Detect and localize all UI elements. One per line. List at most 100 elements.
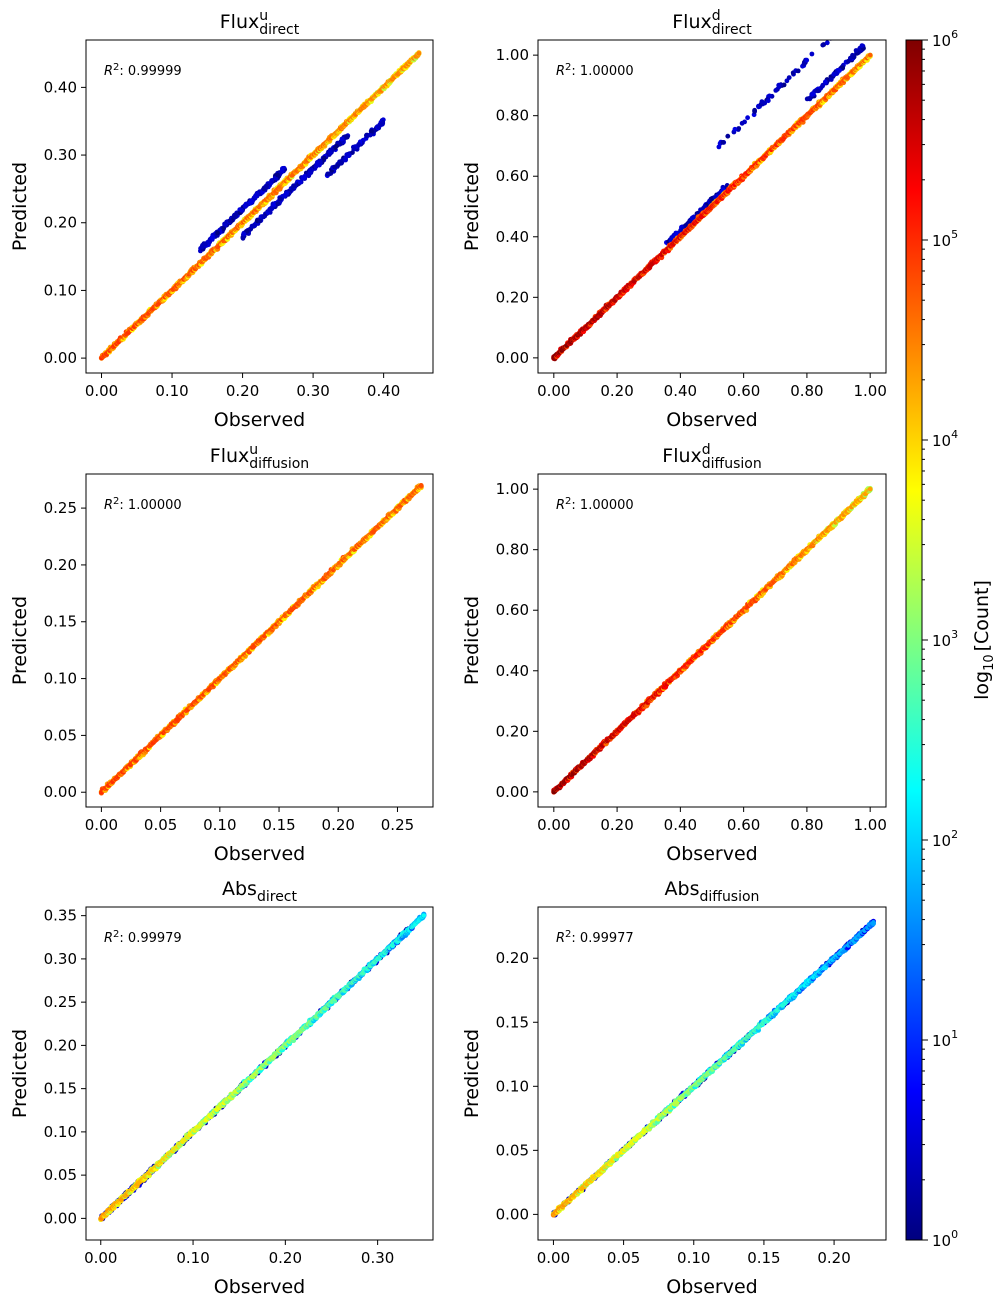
axes-frame [537,39,887,374]
subplot-title: Fluxu direct [220,8,300,38]
outlier-point [716,144,722,150]
x-axis-label: Observed [214,409,305,431]
x-tick-label: 0.30 [296,382,329,400]
outlier-point [739,120,745,126]
subplot-title: Fluxu diffusion [210,442,309,472]
x-tick-label: 1.00 [853,816,886,834]
outlier-point [275,172,280,178]
outlier-point [809,51,815,57]
outlier-point [210,234,216,240]
outlier-point [332,164,338,170]
outlier-point [835,30,840,35]
subplot-4: 0.00 0.10 0.20 0.300.000.050.100.150.200.25… [9,878,434,1298]
y-tick-label: 0.30 [44,146,77,164]
outlier-point [369,128,374,134]
x-tick-label: 0.80 [790,382,823,400]
outlier-point [837,68,842,73]
outlier-point [846,58,851,64]
y-tick-label: 0.25 [44,499,77,517]
r-squared-annotation: R2: 1.00000 [556,496,634,513]
outlier-point [356,142,362,147]
y-tick-label: 1.00 [496,480,529,498]
y-axis-label: Predicted [9,162,31,251]
outlier-point [810,91,816,97]
y-tick-label: 0.00 [496,783,529,801]
outlier-point [275,201,281,207]
x-tick-label: 0.15 [262,816,295,834]
outlier-point [291,183,297,189]
outlier-point [240,235,246,241]
outlier-point [241,231,247,237]
outlier-point [215,230,220,236]
outlier-point [736,126,742,131]
outlier-point [732,126,738,132]
outlier-point [859,43,865,48]
outlier-point [828,77,834,82]
subplot-title: Fluxd direct [672,8,752,38]
outlier-point [233,212,239,217]
outlier-point [339,160,344,166]
outlier-point [221,226,226,232]
outlier-point [833,32,838,37]
outlier-point [835,29,840,34]
x-tick-label: 0.20 [600,382,633,400]
scatter-points [551,29,873,362]
outlier-point [801,61,807,67]
y-tick-label: 0.40 [44,78,77,96]
outlier-point [820,42,826,48]
outlier-point [807,96,813,102]
outlier-point [773,88,779,93]
y-tick-label: 0.15 [44,613,77,631]
x-axis-label: Observed [666,409,757,431]
outlier-point [264,184,269,190]
outlier-point [720,140,726,145]
x-tick-label: 0.00 [85,382,118,400]
x-tick-label: 0.60 [727,816,760,834]
x-tick-label: 0.00 [537,816,570,834]
outlier-point [257,218,263,224]
axes-frame [85,39,434,374]
y-tick-label: 0.00 [44,783,77,801]
outlier-point [804,57,810,63]
outlier-point [199,244,205,250]
subplot-title: Fluxd diffusion [662,442,761,472]
outlier-point [853,48,859,53]
x-axis-label: Observed [214,843,305,865]
outlier-point [277,196,283,202]
scatter-points [551,485,873,795]
outlier-point [367,132,373,138]
y-tick-label: 0.10 [44,281,77,299]
x-tick-label: 0.05 [144,816,177,834]
x-tick-label: 0.80 [790,816,823,834]
outlier-point [247,200,253,206]
outlier-point [314,160,320,165]
outlier-point [759,99,765,104]
outlier-point [300,175,306,181]
outlier-point [242,204,248,209]
outlier-point [261,214,266,220]
outlier-point [850,52,855,58]
y-tick-label: 0.80 [496,541,529,559]
outlier-point [725,133,731,139]
y-tick-label: 1.00 [496,46,529,64]
outlier-point [297,179,303,185]
outlier-point [786,75,792,80]
axes-frame [537,473,887,808]
y-tick-label: 0.20 [496,722,529,740]
y-tick-label: 0.40 [496,662,529,680]
density-point [867,52,873,58]
outlier-point [325,171,331,177]
x-tick-label: 0.10 [155,382,188,400]
density-point [416,51,422,56]
outlier-point [203,241,208,247]
x-tick-label: 0.40 [367,382,400,400]
outlier-point [267,207,273,213]
y-axis-label: Predicted [461,596,483,685]
y-tick-label: 0.40 [496,228,529,246]
x-tick-label: 0.00 [85,816,118,834]
y-tick-label: 0.20 [44,556,77,574]
y-tick-label: 0.80 [496,107,529,125]
density-point [867,486,873,492]
density-point [418,483,424,488]
